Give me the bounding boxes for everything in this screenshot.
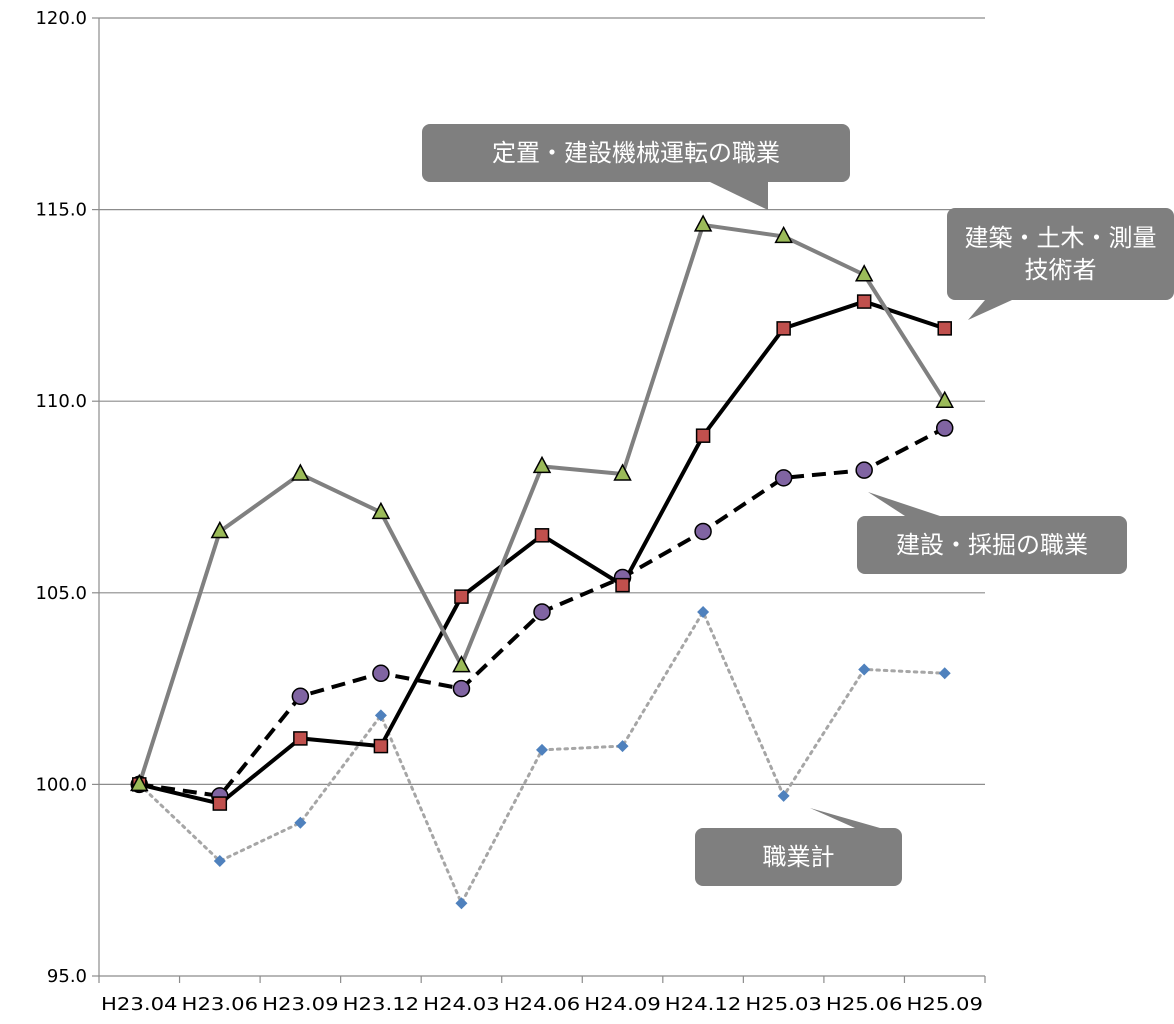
marker-point [213, 855, 226, 868]
marker-point [615, 577, 630, 593]
marker-point [372, 664, 390, 683]
x-tick-label: H24.09 [584, 994, 661, 1015]
marker-point [454, 589, 469, 604]
marker-point [694, 522, 712, 541]
marker-point [855, 461, 873, 479]
callout-pointer [810, 808, 880, 828]
marker-point [533, 603, 551, 621]
marker-point [452, 655, 471, 673]
marker-point [455, 897, 468, 910]
marker-point [854, 264, 874, 282]
marker-point [858, 663, 871, 676]
y-tick-label: 100.0 [35, 774, 87, 795]
marker-point [534, 528, 550, 543]
x-tick-label: H23.09 [262, 994, 339, 1015]
series-markers [130, 214, 954, 910]
x-tick-label: H24.12 [665, 994, 742, 1015]
callout-pointer [968, 300, 1012, 320]
callout-label: 建設・採掘の職業 [896, 531, 1088, 559]
marker-point [291, 687, 310, 706]
marker-point [695, 428, 711, 443]
marker-point [935, 390, 954, 408]
x-tick-label: H24.06 [504, 994, 581, 1015]
x-tick-label: H23.12 [343, 994, 420, 1015]
series-line-3 [137, 222, 947, 786]
marker-point [938, 667, 951, 680]
x-tick-label: H23.04 [101, 994, 178, 1015]
callout-label: 技術者 [1025, 256, 1097, 284]
y-tick-label: 110.0 [35, 391, 87, 412]
callout-0: 定置・建設機械運転の職業 [422, 124, 850, 210]
marker-point [371, 501, 391, 520]
callout-box [695, 828, 902, 886]
callout-3: 職業計 [695, 808, 902, 886]
marker-point [777, 789, 790, 802]
marker-point [294, 816, 307, 829]
callout-label: 職業計 [763, 843, 835, 871]
marker-point [374, 709, 387, 722]
marker-point [776, 321, 791, 336]
marker-point [693, 214, 713, 232]
x-tick-label: H25.03 [745, 994, 822, 1015]
x-tick-label: H25.09 [906, 994, 983, 1015]
marker-point [532, 455, 552, 474]
marker-point [616, 740, 629, 753]
marker-point [291, 463, 310, 481]
gridlines [99, 17, 985, 786]
marker-point [856, 294, 872, 309]
y-tick-label: 105.0 [35, 583, 87, 604]
marker-point [937, 321, 952, 336]
marker-point [774, 469, 793, 487]
callout-box [947, 208, 1174, 300]
x-tick-label: H24.03 [423, 994, 500, 1015]
marker-point [212, 796, 228, 811]
marker-point [130, 773, 149, 792]
marker-point [293, 731, 308, 746]
series-line-2 [138, 299, 946, 806]
x-tick-label: H23.06 [182, 994, 259, 1015]
callout-box [422, 124, 850, 182]
callout-2: 建設・採掘の職業 [857, 492, 1127, 574]
callout-label: 定置・建設機械運転の職業 [492, 139, 780, 167]
marker-point [774, 225, 793, 244]
marker-point [452, 679, 471, 698]
callout-box [857, 516, 1127, 574]
y-tick-label: 115.0 [35, 200, 87, 221]
callout-pointer [868, 492, 940, 516]
series-lines [137, 222, 947, 905]
callout-label: 建築・土木・測量 [965, 224, 1157, 252]
marker-point [210, 520, 230, 539]
marker-point [697, 605, 710, 618]
callout-pointer [710, 182, 768, 210]
y-tick-label: 120.0 [35, 8, 87, 29]
x-tick-label: H25.06 [826, 994, 903, 1015]
marker-point [613, 463, 632, 481]
y-tick-label: 95.0 [47, 966, 87, 987]
marker-point [373, 738, 389, 754]
marker-point [536, 743, 548, 756]
marker-point [935, 419, 954, 437]
